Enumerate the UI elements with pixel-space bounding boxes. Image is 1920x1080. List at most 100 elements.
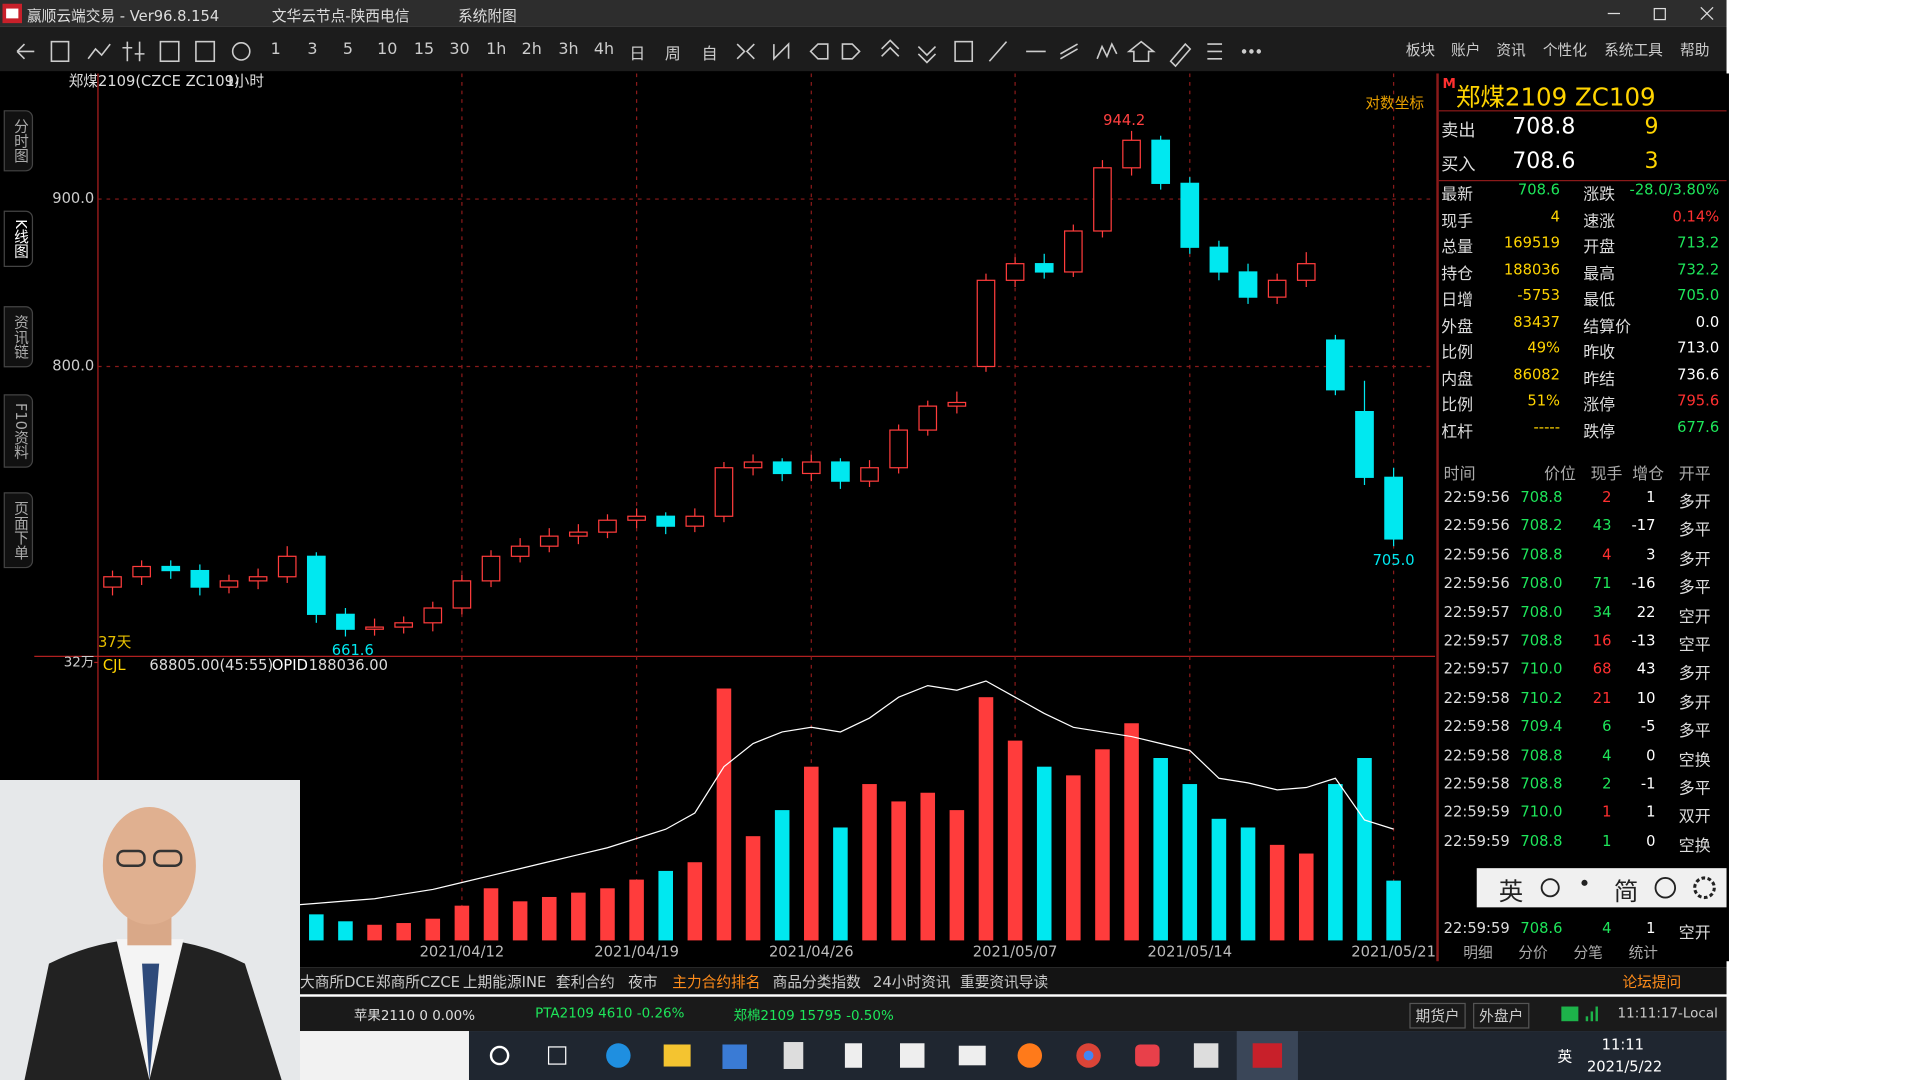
trade-oi-change: 22 <box>1636 603 1656 621</box>
field-value: 713.0 <box>1677 339 1720 357</box>
field-label: 总量 <box>1441 238 1474 258</box>
quote-panel: M 郑煤2109 ZC109 卖出 708.8 9 买入 708.6 3 最新 708.6 涨跌 -2… <box>1436 73 1729 961</box>
period-button[interactable]: 自 <box>701 45 718 64</box>
candle-body <box>1063 230 1083 273</box>
field-label: 开盘 <box>1583 238 1616 258</box>
period-button[interactable]: 日 <box>629 45 646 64</box>
account-button[interactable]: 期货户 <box>1409 1002 1466 1029</box>
forum-link[interactable]: 论坛提问 <box>1622 973 1682 991</box>
log-scale-label[interactable]: 对数坐标 <box>1365 95 1424 112</box>
series-name: CJL <box>103 657 127 674</box>
candle-body <box>1005 263 1025 281</box>
trade-oi-change: -16 <box>1631 574 1656 592</box>
market-tab[interactable]: 24小时资讯 <box>873 973 951 991</box>
period-button[interactable]: 15 <box>413 40 435 59</box>
trades-tab[interactable]: 分笔 <box>1573 944 1603 962</box>
ticker: 苹果2110 0 0.00% <box>353 1007 476 1024</box>
side-tab[interactable]: 资讯链 <box>3 306 34 368</box>
menu-item[interactable]: 个性化 <box>1542 41 1587 59</box>
trades-tab[interactable]: 明细 <box>1463 944 1493 962</box>
account-button[interactable]: 外盘户 <box>1473 1002 1530 1029</box>
ime-lang[interactable]: 英 <box>1498 876 1524 907</box>
menu-item[interactable]: 系统附图 <box>457 7 517 25</box>
period-button[interactable]: 3 <box>307 40 318 59</box>
period-button[interactable]: 2h <box>521 40 542 59</box>
field-value: 169519 <box>1503 233 1561 252</box>
period-button[interactable]: 30 <box>449 40 470 59</box>
ime-punct <box>1581 879 1588 886</box>
side-tab[interactable]: K线图 <box>3 210 34 267</box>
candle-body <box>1267 279 1287 298</box>
period-button[interactable]: 4h <box>593 40 615 59</box>
toolbar-icons[interactable] <box>0 27 1273 71</box>
volume-bar <box>1386 880 1401 941</box>
market-tab[interactable]: 郑商所CZCE <box>375 973 460 991</box>
max-label: 944.2 <box>1103 112 1145 129</box>
app-title: 赢顺云端交易 - Ver96.8.154 <box>26 7 220 25</box>
market-tab[interactable]: 套利合约 <box>555 973 615 991</box>
tray-date[interactable]: 2021/5/22 <box>1586 1057 1663 1076</box>
market-tab[interactable]: 商品分类指数 <box>772 973 861 991</box>
trade-volume: 68 <box>1592 660 1612 678</box>
market-tab[interactable]: 夜市 <box>628 973 658 991</box>
side-tab[interactable]: 分时图 <box>3 110 34 172</box>
bid-price: 708.6 <box>1512 148 1576 174</box>
trades-tab[interactable]: 统计 <box>1628 944 1658 962</box>
side-tab[interactable]: 页面下单 <box>3 492 34 569</box>
side-tab[interactable]: F10资料 <box>3 394 34 468</box>
tray-time[interactable]: 11:11 <box>1601 1035 1644 1054</box>
menu-item[interactable]: 帮助 <box>1680 41 1710 59</box>
symbol-label[interactable]: 郑煤2109(CZCE ZC109) <box>69 73 240 90</box>
trade-type: 多平 <box>1678 522 1711 541</box>
field-label: 昨结 <box>1583 370 1616 389</box>
period-button[interactable]: 1h <box>486 40 507 59</box>
trade-oi-change: 0 <box>1646 832 1656 850</box>
candle-body <box>801 461 821 475</box>
market-tab[interactable]: 大商所DCE <box>300 973 375 991</box>
period-button[interactable]: 3h <box>558 40 579 59</box>
ime-toolbar[interactable]: 英简 <box>1476 868 1727 908</box>
y-tick-label: 32万 <box>64 655 95 670</box>
period-button[interactable]: 10 <box>377 40 398 59</box>
search-box[interactable] <box>300 1031 469 1080</box>
candle-body <box>656 515 676 527</box>
period-button[interactable]: 1 <box>270 40 281 59</box>
period-selector[interactable]: 1小时 <box>225 73 264 90</box>
ime-mode[interactable]: 简 <box>1613 876 1639 907</box>
candle-body <box>627 515 646 521</box>
period-button[interactable]: 5 <box>342 40 353 59</box>
candle-body <box>1209 246 1229 273</box>
menu-item[interactable]: 账户 <box>1451 41 1481 59</box>
trades-tab[interactable]: 分价 <box>1518 944 1548 962</box>
market-tab[interactable]: 主力合约排名 <box>672 973 761 991</box>
node-name[interactable]: 文华云节点-陕西电信 <box>271 7 410 25</box>
trade-time: 22:59:58 <box>1443 775 1510 793</box>
taskbar-apps[interactable] <box>478 1031 1311 1080</box>
menu-item[interactable]: 系统工具 <box>1604 41 1663 59</box>
trade-type: 空开 <box>1678 608 1711 627</box>
candle-body <box>685 515 705 527</box>
trade-time: 22:59:57 <box>1443 660 1510 678</box>
status-bar: 11:11:17-Local 苹果2110 0 0.00% PTA2109 461… <box>300 996 1727 1032</box>
field-label: 跌停 <box>1583 423 1616 442</box>
period-button[interactable]: 周 <box>664 45 681 64</box>
trade-oi-change: 1 <box>1646 803 1656 821</box>
ime-indicator[interactable]: 英 <box>1557 1048 1573 1066</box>
trade-type: 空换 <box>1678 751 1711 770</box>
menu-item[interactable]: 板块 <box>1405 41 1436 59</box>
trade-type: 多开 <box>1678 694 1711 713</box>
menu-item[interactable]: 资讯 <box>1496 41 1526 59</box>
candle-body <box>365 626 384 630</box>
candle-body <box>1355 411 1374 478</box>
market-tab[interactable]: 重要资讯导读 <box>960 973 1049 991</box>
window-controls[interactable] <box>1592 0 1727 27</box>
field-label: 最新 <box>1441 186 1474 205</box>
trade-volume: 71 <box>1592 574 1612 592</box>
volume-bar <box>978 697 994 941</box>
candle-body <box>1238 271 1258 298</box>
candle-body <box>772 461 792 475</box>
volume-bar <box>571 892 586 941</box>
market-tab[interactable]: 上期能源INE <box>462 973 547 991</box>
ime-moon <box>1540 878 1560 898</box>
trade-price: 708.8 <box>1520 832 1563 850</box>
